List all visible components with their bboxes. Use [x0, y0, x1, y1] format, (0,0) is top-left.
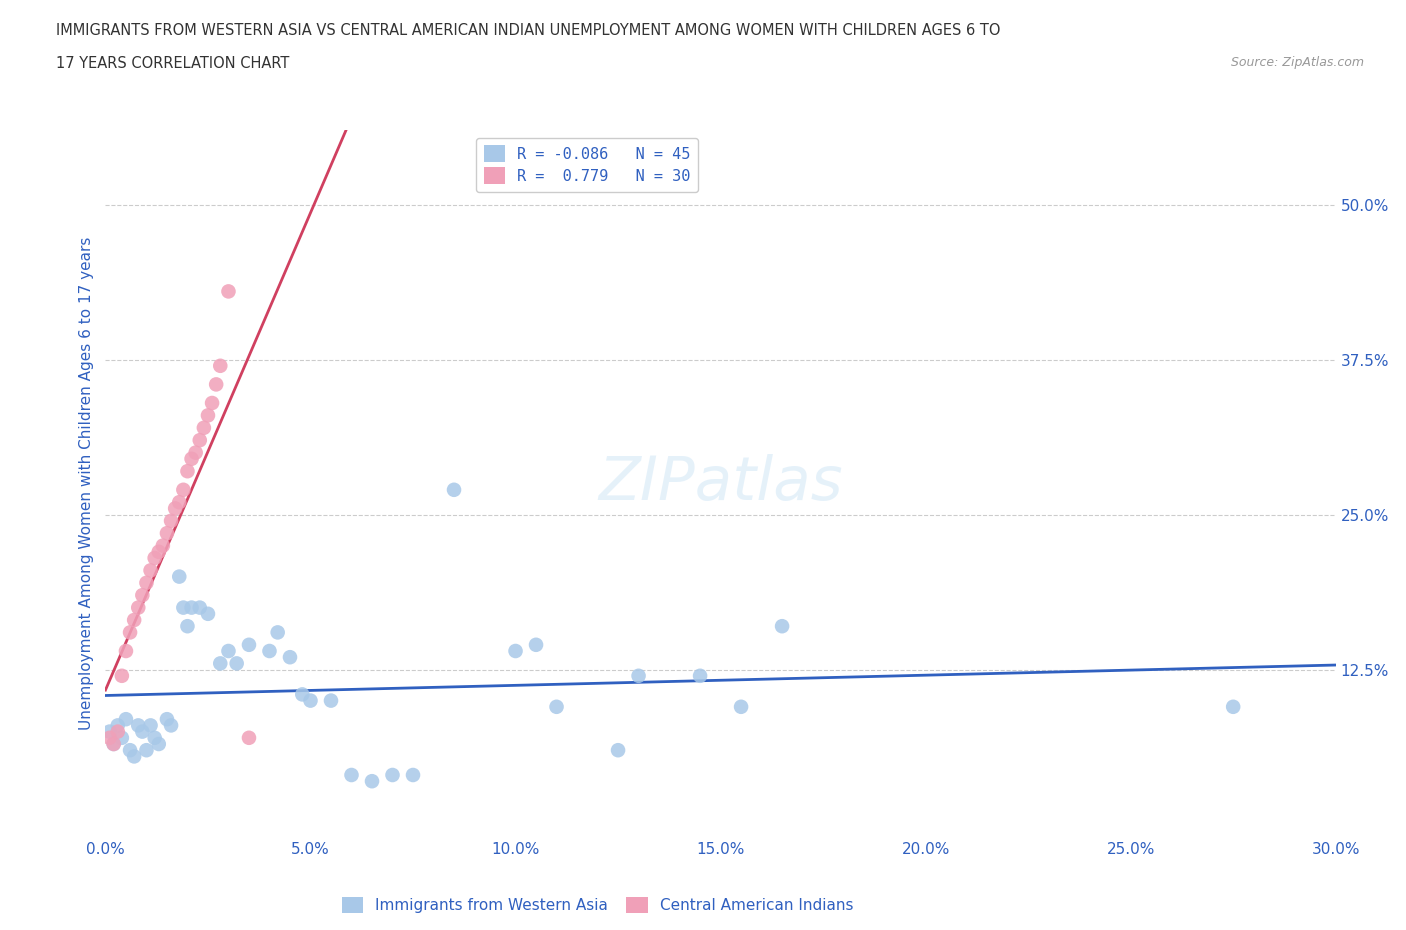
Point [122, 749, 145, 764]
Point [188, 600, 211, 615]
Point [139, 563, 162, 578]
Point [505, 644, 527, 658]
Point [205, 377, 228, 392]
Point [143, 730, 166, 745]
Point [148, 544, 170, 559]
Point [148, 737, 170, 751]
Point [160, 718, 183, 733]
Point [98, 724, 121, 739]
Point [443, 483, 465, 498]
Text: IMMIGRANTS FROM WESTERN ASIA VS CENTRAL AMERICAN INDIAN UNEMPLOYMENT AMONG WOMEN: IMMIGRANTS FROM WESTERN ASIA VS CENTRAL … [56, 23, 1001, 38]
Point [524, 637, 547, 652]
Text: ZIPatlas: ZIPatlas [599, 454, 842, 513]
Point [103, 737, 125, 751]
Point [107, 724, 129, 739]
Point [152, 538, 174, 553]
Point [225, 656, 247, 671]
Point [238, 637, 260, 652]
Point [120, 743, 141, 758]
Point [238, 730, 260, 745]
Point [259, 644, 281, 658]
Point [193, 420, 215, 435]
Point [546, 699, 568, 714]
Point [120, 625, 141, 640]
Point [291, 687, 314, 702]
Point [172, 483, 194, 498]
Point [361, 774, 384, 789]
Point [197, 408, 219, 423]
Legend: Immigrants from Western Asia, Central American Indians: Immigrants from Western Asia, Central Am… [336, 891, 859, 920]
Point [127, 600, 149, 615]
Point [122, 613, 145, 628]
Point [156, 525, 179, 540]
Point [176, 464, 198, 479]
Point [319, 693, 342, 708]
Point [299, 693, 322, 708]
Point [139, 718, 162, 733]
Point [160, 513, 183, 528]
Point [218, 284, 240, 299]
Point [188, 432, 211, 447]
Y-axis label: Unemployment Among Women with Children Ages 6 to 17 years: Unemployment Among Women with Children A… [79, 237, 94, 730]
Point [381, 767, 404, 782]
Point [111, 730, 134, 745]
Point [103, 737, 125, 751]
Point [267, 625, 290, 640]
Point [627, 669, 650, 684]
Point [201, 395, 224, 410]
Point [1222, 699, 1244, 714]
Point [607, 743, 630, 758]
Point [169, 495, 191, 510]
Point [209, 656, 232, 671]
Point [143, 551, 166, 565]
Point [98, 730, 121, 745]
Point [180, 451, 202, 466]
Point [218, 644, 240, 658]
Point [770, 618, 793, 633]
Point [184, 445, 207, 460]
Point [165, 501, 187, 516]
Point [689, 669, 711, 684]
Point [169, 569, 191, 584]
Point [176, 618, 198, 633]
Point [135, 576, 157, 591]
Point [730, 699, 752, 714]
Point [156, 711, 179, 726]
Text: 17 YEARS CORRELATION CHART: 17 YEARS CORRELATION CHART [56, 56, 290, 71]
Point [135, 743, 157, 758]
Point [131, 724, 153, 739]
Point [209, 358, 232, 373]
Point [127, 718, 149, 733]
Point [131, 588, 153, 603]
Point [115, 711, 138, 726]
Point [402, 767, 425, 782]
Point [172, 600, 194, 615]
Point [180, 600, 202, 615]
Point [107, 718, 129, 733]
Point [197, 606, 219, 621]
Point [111, 669, 134, 684]
Text: Source: ZipAtlas.com: Source: ZipAtlas.com [1230, 56, 1364, 69]
Point [278, 650, 301, 665]
Point [340, 767, 363, 782]
Point [115, 644, 138, 658]
